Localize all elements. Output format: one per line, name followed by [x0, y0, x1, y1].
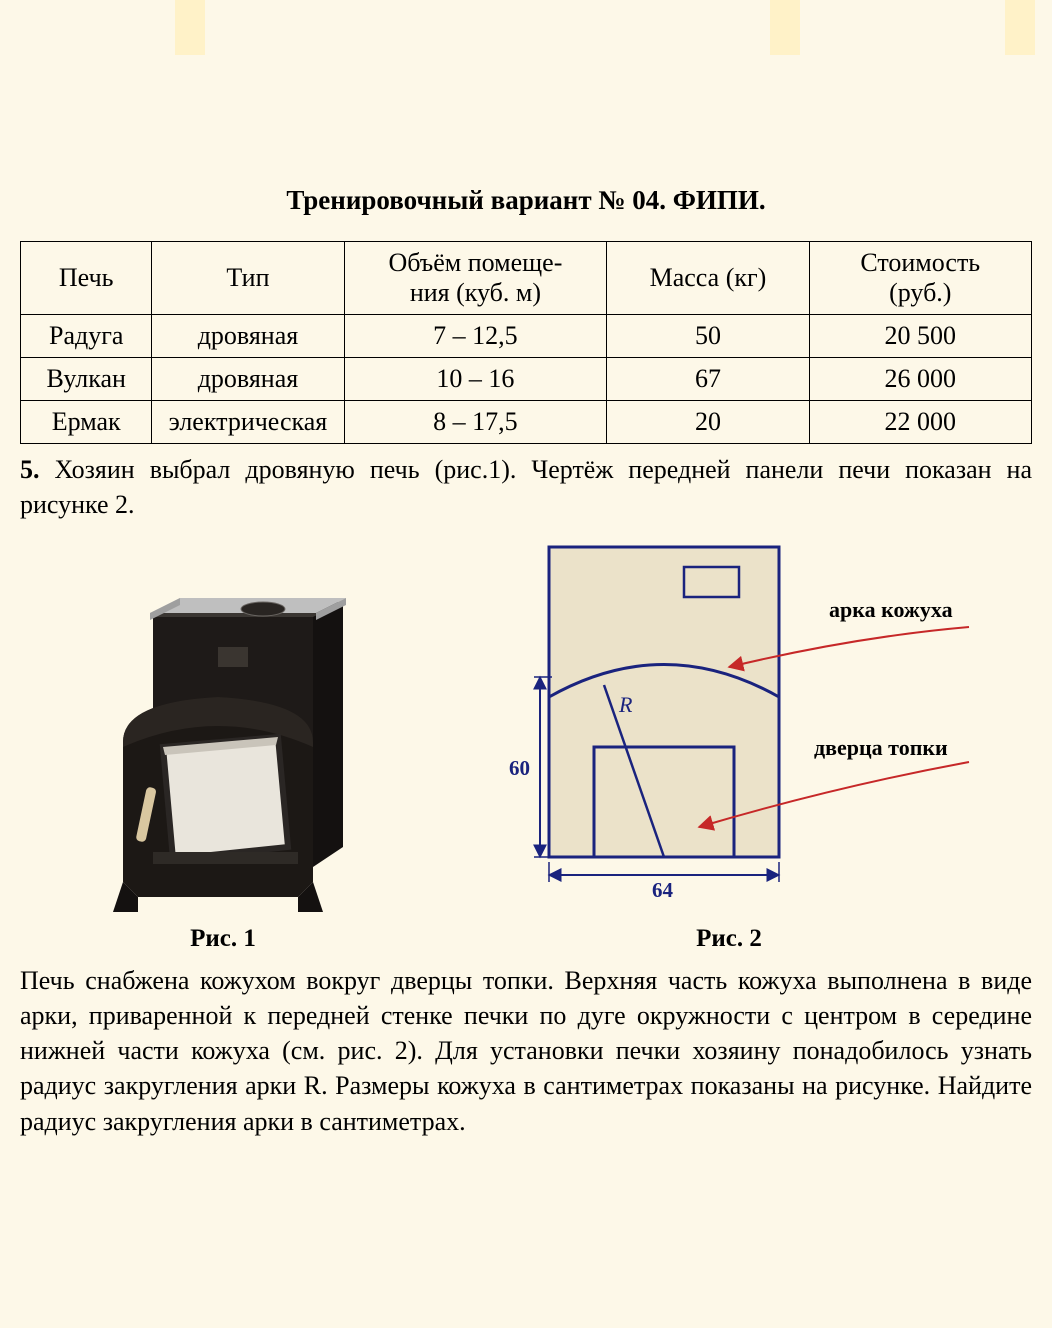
top-tab: [175, 0, 205, 55]
figure-2-caption: Рис. 2: [474, 925, 984, 953]
cell: дровяная: [152, 315, 344, 358]
stove-illustration: [68, 547, 378, 917]
col-type: Тип: [152, 242, 344, 315]
diagram-width-label: 64: [652, 878, 674, 902]
top-tab: [770, 0, 800, 55]
figure-1-caption: Рис. 1: [68, 925, 378, 953]
col-stove: Печь: [21, 242, 152, 315]
cell: 67: [607, 358, 809, 401]
col-volume: Объём помеще-ния (куб. м): [344, 242, 607, 315]
cell: электрическая: [152, 401, 344, 444]
problem-intro: 5. Хозяин выбрал дровяную печь (рис.1). …: [20, 452, 1032, 522]
page-top-decorations: [0, 0, 1052, 55]
cell: 7 – 12,5: [344, 315, 607, 358]
top-tab: [1005, 0, 1035, 55]
diagram-dverca-label: дверца топки: [814, 735, 948, 760]
cell: дровяная: [152, 358, 344, 401]
cell: Вулкан: [21, 358, 152, 401]
cell: 20: [607, 401, 809, 444]
problem-body: Печь снабжена кожухом вокруг дверцы топк…: [20, 963, 1032, 1138]
diagram-R-label: R: [618, 692, 633, 717]
figure-2: R 60 64 арка кожуха дверца топки Рис. 2: [474, 537, 984, 953]
cell: 26 000: [809, 358, 1031, 401]
diagram-height-label: 60: [509, 756, 530, 780]
col-mass: Масса (кг): [607, 242, 809, 315]
problem-intro-text: Хозяин выбрал дровяную печь (рис.1). Чер…: [20, 455, 1032, 519]
table-row: Радуга дровяная 7 – 12,5 50 20 500: [21, 315, 1032, 358]
cell: 8 – 17,5: [344, 401, 607, 444]
cell: 50: [607, 315, 809, 358]
stove-diagram: R 60 64 арка кожуха дверца топки: [474, 537, 984, 917]
cell: 10 – 16: [344, 358, 607, 401]
diagram-arka-label: арка кожуха: [829, 597, 953, 622]
cell: 22 000: [809, 401, 1031, 444]
page: Тренировочный вариант № 04. ФИПИ. Печь Т…: [0, 0, 1052, 1328]
cell: 20 500: [809, 315, 1031, 358]
figure-1: Рис. 1: [68, 547, 378, 953]
table-row: Ермак электрическая 8 – 17,5 20 22 000: [21, 401, 1032, 444]
col-price: Стоимость(руб.): [809, 242, 1031, 315]
figures-row: Рис. 1: [20, 537, 1032, 953]
stoves-table: Печь Тип Объём помеще-ния (куб. м) Масса…: [20, 241, 1032, 444]
cell: Ермак: [21, 401, 152, 444]
table-row: Вулкан дровяная 10 – 16 67 26 000: [21, 358, 1032, 401]
cell: Радуга: [21, 315, 152, 358]
problem-number: 5.: [20, 455, 40, 484]
table-header-row: Печь Тип Объём помеще-ния (куб. м) Масса…: [21, 242, 1032, 315]
